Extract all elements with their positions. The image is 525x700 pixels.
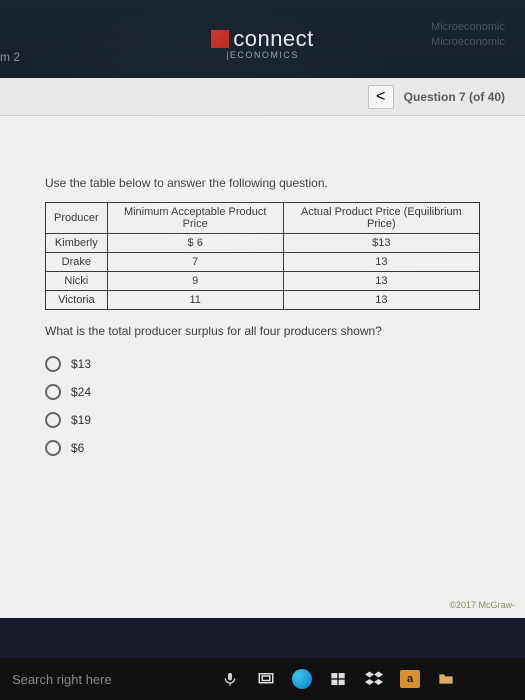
cell: 13 bbox=[283, 291, 479, 310]
chevron-left-icon: < bbox=[376, 88, 385, 106]
table-row: Kimberly $ 6 $13 bbox=[46, 234, 480, 253]
edge-browser-icon[interactable] bbox=[291, 668, 313, 690]
cell: Drake bbox=[46, 253, 108, 272]
cell: Kimberly bbox=[46, 234, 108, 253]
col-min-price: Minimum Acceptable Product Price bbox=[107, 203, 283, 234]
question-nav-bar: < Question 7 (of 40) bbox=[0, 78, 525, 116]
radio-button[interactable] bbox=[45, 412, 61, 428]
cell: 7 bbox=[107, 253, 283, 272]
cell: $ 6 bbox=[107, 234, 283, 253]
connect-logo-icon bbox=[211, 30, 229, 48]
exam-label: m 2 bbox=[0, 50, 20, 64]
course-line-2: Microeconomic bbox=[431, 35, 505, 50]
prev-question-button[interactable]: < bbox=[368, 85, 394, 109]
header-course-info: Microeconomic Microeconomic bbox=[431, 20, 505, 51]
mic-icon[interactable] bbox=[219, 668, 241, 690]
radio-button[interactable] bbox=[45, 356, 61, 372]
option-row[interactable]: $6 bbox=[45, 434, 480, 462]
radio-button[interactable] bbox=[45, 384, 61, 400]
dropbox-icon[interactable] bbox=[363, 668, 385, 690]
amazon-badge-label: a bbox=[400, 670, 420, 688]
answer-options: $13 $24 $19 $6 bbox=[45, 350, 480, 462]
file-explorer-icon[interactable] bbox=[435, 668, 457, 690]
table-row: Victoria 11 13 bbox=[46, 291, 480, 310]
cell: 13 bbox=[283, 272, 479, 291]
option-label: $24 bbox=[71, 385, 91, 399]
cell: 13 bbox=[283, 253, 479, 272]
cell: $13 bbox=[283, 234, 479, 253]
col-actual-price: Actual Product Price (Equilibrium Price) bbox=[283, 203, 479, 234]
producer-table: Producer Minimum Acceptable Product Pric… bbox=[45, 202, 480, 310]
amazon-icon[interactable]: a bbox=[399, 668, 421, 690]
question-content: Use the table below to answer the follow… bbox=[0, 116, 525, 618]
cell: Nicki bbox=[46, 272, 108, 291]
cell: 9 bbox=[107, 272, 283, 291]
cell: 11 bbox=[107, 291, 283, 310]
logo-subtitle: |ECONOMICS bbox=[226, 50, 299, 60]
table-row: Nicki 9 13 bbox=[46, 272, 480, 291]
option-label: $13 bbox=[71, 357, 91, 371]
radio-button[interactable] bbox=[45, 440, 61, 456]
option-row[interactable]: $19 bbox=[45, 406, 480, 434]
task-view-icon[interactable] bbox=[255, 668, 277, 690]
windows-start-icon[interactable] bbox=[327, 668, 349, 690]
app-header: m 2 connect |ECONOMICS Microeconomic Mic… bbox=[0, 0, 525, 78]
taskbar-search[interactable]: Search right here bbox=[8, 672, 112, 687]
logo: connect |ECONOMICS bbox=[211, 26, 314, 60]
table-body: Kimberly $ 6 $13 Drake 7 13 Nicki 9 13 V… bbox=[46, 234, 480, 310]
taskbar-icons: a bbox=[219, 668, 457, 690]
col-producer: Producer bbox=[46, 203, 108, 234]
windows-taskbar[interactable]: Search right here a bbox=[0, 658, 525, 700]
option-row[interactable]: $24 bbox=[45, 378, 480, 406]
option-row[interactable]: $13 bbox=[45, 350, 480, 378]
course-line-1: Microeconomic bbox=[431, 20, 505, 35]
option-label: $6 bbox=[71, 441, 84, 455]
table-header-row: Producer Minimum Acceptable Product Pric… bbox=[46, 203, 480, 234]
option-label: $19 bbox=[71, 413, 91, 427]
table-row: Drake 7 13 bbox=[46, 253, 480, 272]
question-counter: Question 7 (of 40) bbox=[404, 90, 505, 104]
question-followup: What is the total producer surplus for a… bbox=[45, 324, 480, 338]
copyright-text: ©2017 McGraw- bbox=[449, 600, 515, 610]
logo-text: connect bbox=[233, 26, 314, 52]
question-prompt: Use the table below to answer the follow… bbox=[45, 176, 480, 190]
cell: Victoria bbox=[46, 291, 108, 310]
